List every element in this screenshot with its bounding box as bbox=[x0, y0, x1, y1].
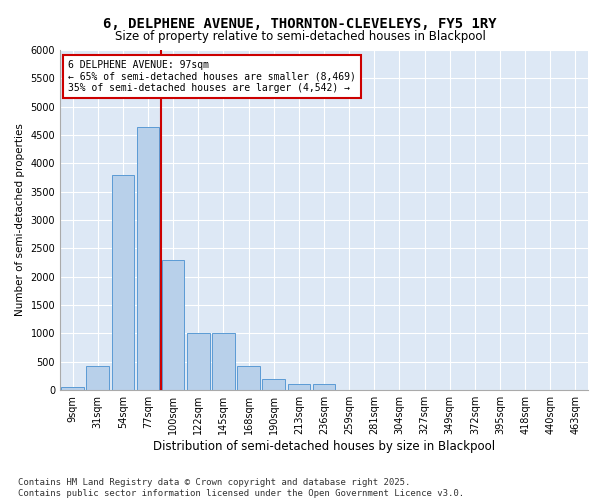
Bar bbox=[162, 260, 184, 390]
Text: Contains HM Land Registry data © Crown copyright and database right 2025.
Contai: Contains HM Land Registry data © Crown c… bbox=[18, 478, 464, 498]
Bar bbox=[262, 378, 285, 390]
X-axis label: Distribution of semi-detached houses by size in Blackpool: Distribution of semi-detached houses by … bbox=[153, 440, 495, 453]
Bar bbox=[287, 384, 310, 390]
Text: 6, DELPHENE AVENUE, THORNTON-CLEVELEYS, FY5 1RY: 6, DELPHENE AVENUE, THORNTON-CLEVELEYS, … bbox=[103, 18, 497, 32]
Bar bbox=[112, 174, 134, 390]
Bar bbox=[86, 366, 109, 390]
Text: 6 DELPHENE AVENUE: 97sqm
← 65% of semi-detached houses are smaller (8,469)
35% o: 6 DELPHENE AVENUE: 97sqm ← 65% of semi-d… bbox=[68, 60, 356, 94]
Text: Size of property relative to semi-detached houses in Blackpool: Size of property relative to semi-detach… bbox=[115, 30, 485, 43]
Bar bbox=[61, 386, 84, 390]
Bar bbox=[137, 126, 160, 390]
Bar bbox=[237, 366, 260, 390]
Bar bbox=[313, 384, 335, 390]
Bar bbox=[187, 334, 209, 390]
Bar bbox=[212, 334, 235, 390]
Y-axis label: Number of semi-detached properties: Number of semi-detached properties bbox=[15, 124, 25, 316]
